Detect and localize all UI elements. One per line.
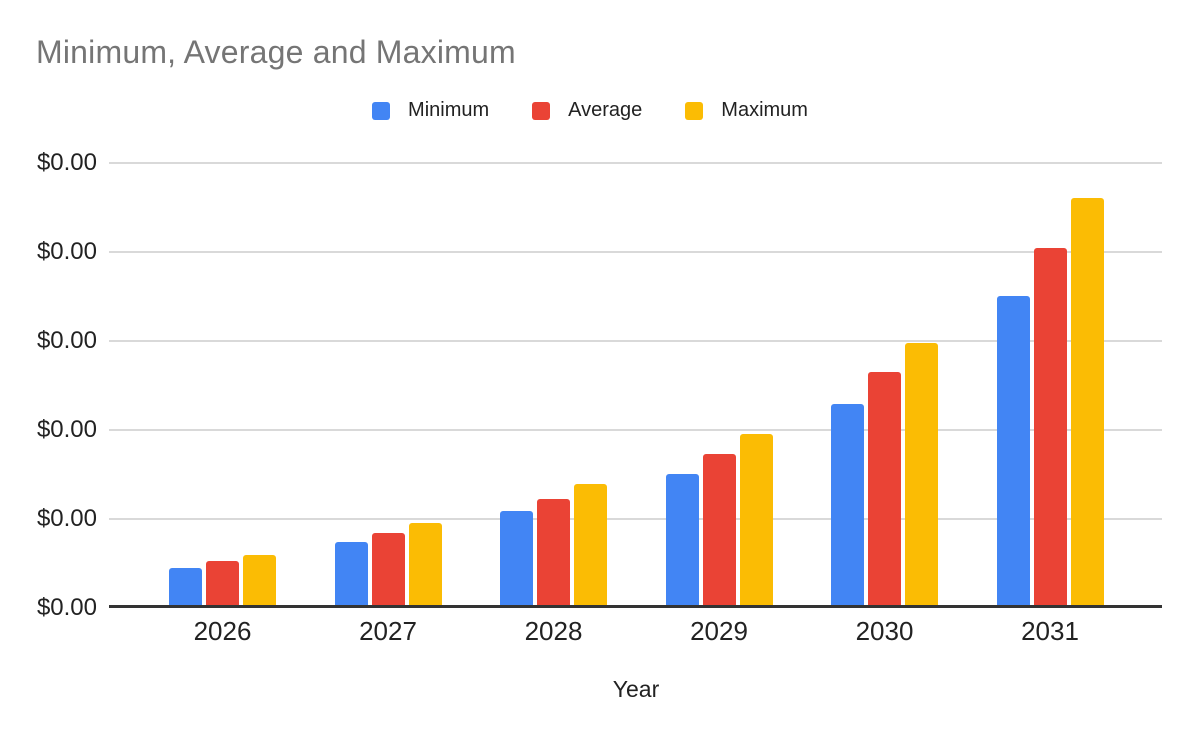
- y-axis-tick-label: $0.00: [36, 238, 97, 265]
- bar-average-2028: [537, 499, 570, 608]
- gridline: [109, 340, 1162, 342]
- y-axis-tick-label: $0.00: [36, 505, 97, 532]
- bar-group-2029: [665, 163, 773, 608]
- bar-group-2026: [169, 163, 276, 608]
- y-axis-tick-label: $0.00: [36, 327, 97, 354]
- gridline: [109, 162, 1162, 164]
- x-axis-line: [109, 605, 1162, 608]
- bar-group-2031: [996, 163, 1104, 608]
- legend-label: Average: [568, 99, 643, 121]
- legend-label: Maximum: [721, 99, 808, 121]
- bar-maximum-2028: [574, 484, 607, 608]
- x-axis-tick-label-2026: 2026: [193, 616, 252, 646]
- bar-group-2028: [500, 163, 607, 608]
- y-axis-tick-label: $0.00: [36, 149, 97, 176]
- legend-swatch-icon: [372, 101, 391, 120]
- bar-minimum-2029: [665, 474, 699, 608]
- legend-item-maximum: Maximum: [685, 99, 808, 122]
- bar-maximum-2026: [243, 555, 276, 608]
- x-axis-tick-label-2027: 2027: [359, 616, 417, 646]
- legend-label: Minimum: [408, 99, 490, 121]
- gridline: [109, 429, 1162, 431]
- legend-item-minimum: Minimum: [372, 99, 489, 122]
- bar-average-2026: [206, 561, 239, 608]
- legend-item-average: Average: [532, 99, 642, 122]
- bar-maximum-2029: [739, 434, 773, 608]
- bar-average-2030: [868, 372, 901, 608]
- y-axis-tick-label: $0.00: [36, 594, 97, 621]
- y-axis-labels: $0.00 $0.00 $0.00 $0.00 $0.00 $0.00: [0, 0, 97, 742]
- x-axis-tick-label-2029: 2029: [690, 616, 748, 646]
- bar-group-2030: [831, 163, 938, 608]
- bar-minimum-2031: [996, 296, 1030, 608]
- gridline: [109, 251, 1162, 253]
- x-axis-tick-label-2030: 2030: [855, 616, 914, 646]
- x-axis-title: Year: [612, 676, 660, 702]
- x-axis-tick-label-2031: 2031: [1021, 616, 1079, 646]
- bar-average-2027: [371, 533, 405, 608]
- bar-minimum-2027: [334, 542, 368, 608]
- x-axis-tick-label-2028: 2028: [524, 616, 583, 646]
- gridline: [109, 518, 1162, 520]
- bar-minimum-2030: [831, 404, 864, 608]
- bar-average-2031: [1033, 248, 1067, 608]
- y-axis-tick-label: $0.00: [36, 416, 97, 443]
- chart-title: Minimum, Average and Maximum: [36, 34, 516, 70]
- plot-area: [109, 162, 1162, 608]
- bar-maximum-2027: [408, 523, 442, 608]
- legend-swatch-icon: [532, 101, 551, 120]
- legend-swatch-icon: [685, 101, 704, 120]
- bar-maximum-2030: [905, 343, 938, 608]
- bar-average-2029: [702, 454, 736, 608]
- legend: Minimum Average Maximum: [0, 99, 1190, 122]
- bar-maximum-2031: [1070, 198, 1104, 608]
- bar-minimum-2026: [169, 568, 202, 608]
- bar-minimum-2028: [500, 511, 533, 608]
- bar-group-2027: [334, 163, 442, 608]
